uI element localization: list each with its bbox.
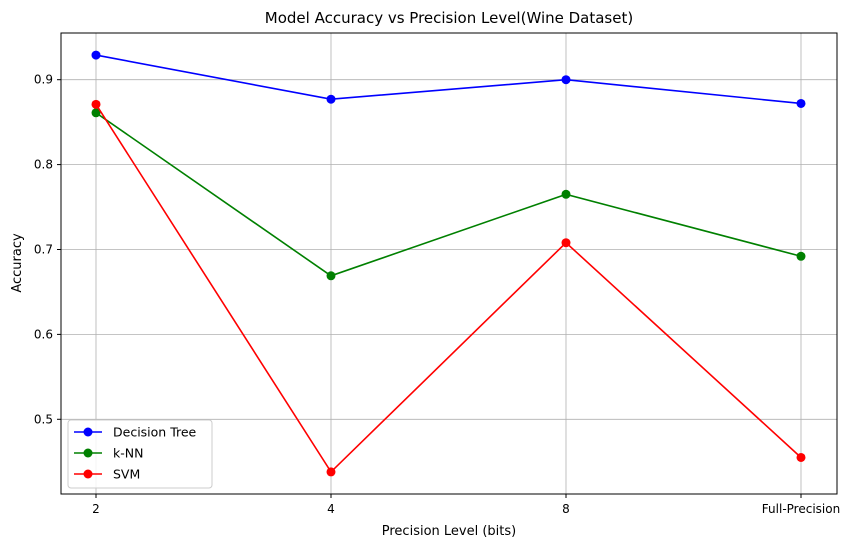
legend-marker	[83, 448, 93, 458]
x-tick-label: Full-Precision	[762, 502, 840, 516]
x-tick-label: 4	[327, 502, 335, 516]
series-layer	[91, 50, 806, 477]
legend-frame	[67, 419, 213, 489]
grid	[61, 33, 837, 494]
chart-title: Model Accuracy vs Precision Level(Wine D…	[265, 9, 633, 27]
y-axis-label: Accuracy	[10, 233, 25, 293]
data-point-decision-tree	[796, 98, 806, 108]
plot-area	[60, 32, 838, 495]
y-tick-label: 0.5	[34, 412, 53, 426]
data-point-svm	[796, 452, 806, 462]
data-point-k-nn	[796, 251, 806, 261]
series-line-decision-tree	[95, 54, 802, 105]
legend-label: k-NN	[113, 446, 143, 461]
series-line-k-nn	[95, 112, 802, 277]
x-axis-label: Precision Level (bits)	[382, 524, 516, 539]
data-point-k-nn	[561, 189, 571, 199]
data-point-k-nn	[326, 271, 336, 281]
x-tick-label: 8	[562, 502, 570, 516]
series-line-svm	[95, 103, 802, 474]
y-tick-label: 0.7	[34, 242, 53, 256]
y-tick-label: 0.9	[34, 73, 53, 87]
data-point-svm	[91, 99, 101, 109]
data-point-k-nn	[91, 108, 101, 118]
axis-ticks: 2 4 8 Full-Precision 0.5 0.6 0.7 0.8 0.9	[34, 73, 840, 516]
legend-label: SVM	[113, 467, 140, 482]
data-point-decision-tree	[91, 50, 101, 60]
data-point-decision-tree	[561, 75, 571, 85]
legend-marker	[83, 427, 93, 437]
y-tick-label: 0.6	[34, 327, 53, 341]
legend-marker	[83, 469, 93, 479]
data-point-decision-tree	[326, 94, 336, 104]
legend-label: Decision Tree	[113, 425, 197, 440]
y-tick-label: 0.8	[34, 158, 53, 172]
legend: Decision Tree k-NN SVM	[67, 419, 213, 489]
data-point-svm	[326, 467, 336, 477]
data-point-svm	[561, 238, 571, 248]
x-tick-label: 2	[92, 502, 100, 516]
